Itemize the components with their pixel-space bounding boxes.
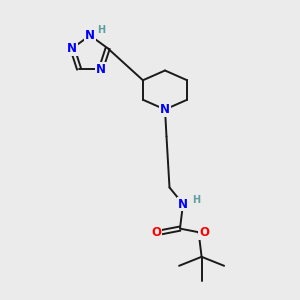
Text: N: N bbox=[178, 197, 188, 211]
Text: N: N bbox=[160, 103, 170, 116]
Text: N: N bbox=[67, 42, 77, 55]
Text: O: O bbox=[151, 226, 161, 239]
Text: O: O bbox=[199, 226, 209, 239]
Text: N: N bbox=[96, 62, 106, 76]
Text: H: H bbox=[97, 25, 106, 35]
Text: N: N bbox=[85, 29, 95, 42]
Text: H: H bbox=[192, 194, 201, 205]
